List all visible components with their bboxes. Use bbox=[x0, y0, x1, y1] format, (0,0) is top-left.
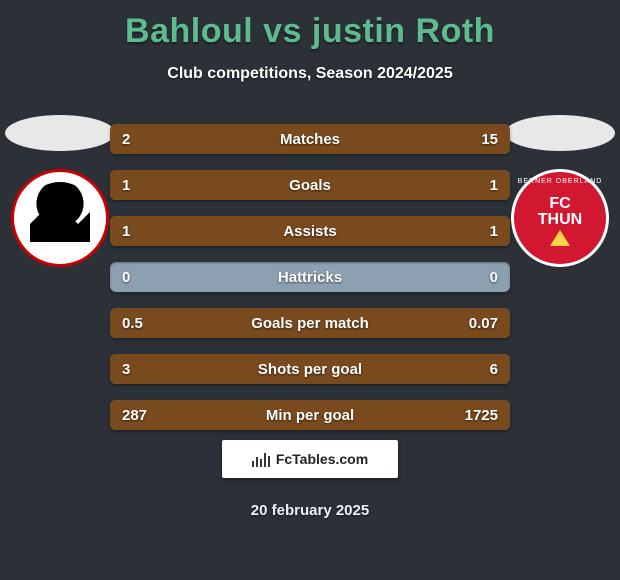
page-subtitle: Club competitions, Season 2024/2025 bbox=[0, 65, 620, 83]
page-title: Bahloul vs justin Roth bbox=[0, 0, 620, 51]
brand-badge: FcTables.com bbox=[222, 440, 398, 478]
stat-row: 36Shots per goal bbox=[110, 354, 510, 384]
date-caption: 20 february 2025 bbox=[0, 502, 620, 519]
stat-label: Assists bbox=[110, 216, 510, 246]
stat-label: Shots per goal bbox=[110, 354, 510, 384]
stats-bars: 215Matches 11Goals 11Assists 00Hattricks 0.5… bbox=[110, 124, 510, 446]
brand-text: FcTables.com bbox=[276, 451, 368, 467]
stat-row: 11Assists bbox=[110, 216, 510, 246]
player-right-block: BERNER OBERLAND FCTHUN bbox=[500, 115, 620, 267]
stat-label: Goals per match bbox=[110, 308, 510, 338]
stat-row: 0.50.07Goals per match bbox=[110, 308, 510, 338]
stat-label: Hattricks bbox=[110, 262, 510, 292]
stat-row: 00Hattricks bbox=[110, 262, 510, 292]
club-badge-aarau-icon bbox=[11, 169, 109, 267]
stat-row: 11Goals bbox=[110, 170, 510, 200]
player-left-block bbox=[0, 115, 120, 267]
stat-label: Goals bbox=[110, 170, 510, 200]
stat-label: Matches bbox=[110, 124, 510, 154]
stat-row: 2871725Min per goal bbox=[110, 400, 510, 430]
player-left-silhouette bbox=[5, 115, 115, 151]
player-right-silhouette bbox=[505, 115, 615, 151]
club-badge-thun-icon: BERNER OBERLAND FCTHUN bbox=[511, 169, 609, 267]
stat-row: 215Matches bbox=[110, 124, 510, 154]
stat-label: Min per goal bbox=[110, 400, 510, 430]
chart-icon bbox=[252, 451, 270, 467]
